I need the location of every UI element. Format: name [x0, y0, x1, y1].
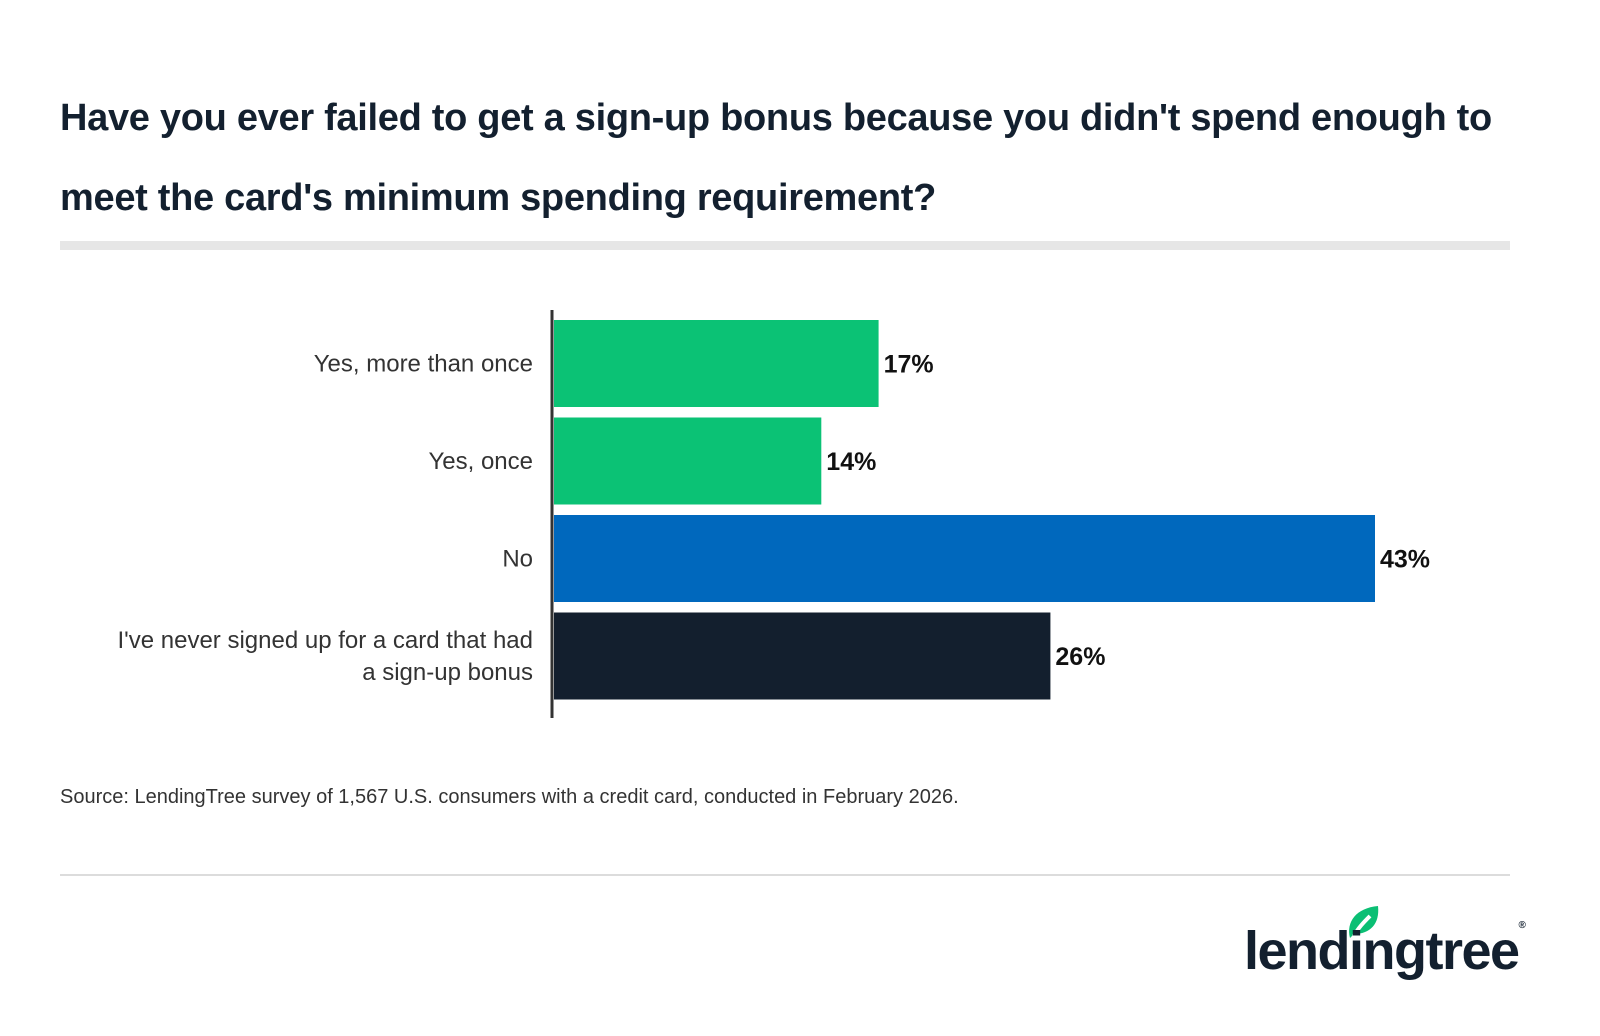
- category-label: Yes, more than once: [314, 351, 533, 378]
- source-note: Source: LendingTree survey of 1,567 U.S.…: [60, 786, 959, 808]
- bar: [554, 417, 822, 505]
- lendingtree-logo: lendingtree®: [1244, 900, 1526, 990]
- footer-divider: [60, 874, 1510, 876]
- title-divider: [60, 241, 1510, 250]
- category-label: Yes, once: [428, 448, 533, 475]
- category-label: a sign-up bonus: [362, 659, 533, 686]
- data-label: 14%: [826, 448, 876, 476]
- data-label: 17%: [884, 351, 934, 379]
- chart-title: Have you ever failed to get a sign-up bo…: [60, 97, 1492, 219]
- data-label: 26%: [1055, 643, 1105, 671]
- bar: [554, 320, 879, 407]
- leaf-icon: [1349, 906, 1379, 938]
- bar: [554, 612, 1051, 700]
- logo-wordmark: lendingtree®: [1244, 920, 1526, 981]
- category-label: I've never signed up for a card that had: [117, 627, 533, 654]
- data-label: 43%: [1380, 546, 1430, 574]
- bar-chart: 17% Yes, more than once 14% Yes, once 43% No 2…: [117, 310, 1430, 718]
- bar: [554, 515, 1375, 602]
- category-label: No: [502, 546, 533, 573]
